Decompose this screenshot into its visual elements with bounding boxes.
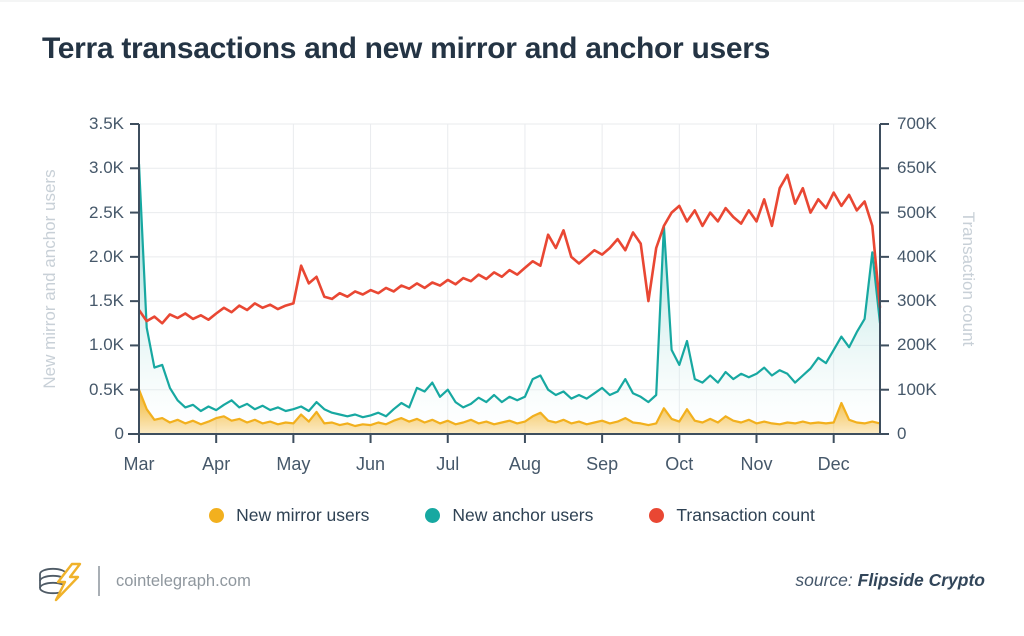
- right-axis-tick-label: 500K: [897, 202, 937, 222]
- line-0: [137, 163, 882, 419]
- x-axis-month-label: Sep: [586, 454, 619, 474]
- legend-dot-icon: [649, 508, 665, 523]
- left-axis-tick-label: 2.5K: [89, 202, 124, 222]
- left-axis-tick-label: 1.5K: [89, 291, 124, 311]
- x-axis-month-label: Nov: [740, 454, 773, 474]
- legend-item: New mirror users: [209, 505, 369, 526]
- source-prefix: source:: [795, 570, 853, 590]
- line-2: [137, 173, 882, 325]
- right-axis-tick-label: 0: [897, 424, 907, 443]
- right-axis-tick-label: 650K: [897, 158, 937, 178]
- x-axis-month-label: Apr: [202, 454, 231, 474]
- line-1: [137, 389, 881, 428]
- left-axis-tick-label: 0.5K: [89, 379, 124, 399]
- source-name: Flipside Crypto: [857, 570, 985, 590]
- area-0: [139, 163, 880, 434]
- cointelegraph-logo-icon: [36, 562, 88, 607]
- right-axis-tick-label: 200K: [897, 335, 937, 355]
- legend-item-label: New mirror users: [236, 505, 370, 525]
- legend-item: New anchor users: [425, 505, 593, 526]
- x-axis-month-label: Jul: [436, 454, 460, 474]
- x-axis-month-label: Dec: [817, 454, 850, 474]
- left-axis-tick-label: 1.0K: [89, 335, 124, 355]
- left-axis-tick-label: 3.0K: [89, 158, 124, 178]
- right-axis-tick-label: 400K: [897, 246, 937, 266]
- site-label: cointelegraph.com: [116, 572, 251, 590]
- right-axis-tick-label: 100K: [897, 379, 937, 399]
- footer-divider: [98, 566, 100, 596]
- right-axis-tick-label: 300K: [897, 291, 937, 311]
- x-axis-month-label: May: [276, 454, 311, 474]
- right-axis-tick-label: 700K: [897, 114, 937, 133]
- left-axis-tick-label: 3.5K: [89, 114, 124, 133]
- chart-title: Terra transactions and new mirror and an…: [42, 32, 770, 65]
- x-axis-month-label: Oct: [665, 454, 694, 474]
- x-axis-month-label: Mar: [123, 454, 155, 474]
- x-axis-month-label: Jun: [356, 454, 386, 474]
- left-axis-tick-label: 0: [114, 424, 124, 443]
- legend: New mirror users New anchor users Transact…: [0, 505, 1024, 526]
- left-axis-tick-label: 2.0K: [89, 246, 124, 266]
- x-axis-month-label: Aug: [508, 454, 541, 474]
- area-1: [139, 389, 880, 434]
- legend-dot-icon: [209, 508, 225, 523]
- legend-item: Transaction count: [649, 505, 815, 526]
- legend-item-label: New anchor users: [452, 505, 594, 525]
- legend-dot-icon: [425, 508, 441, 523]
- legend-item-label: Transaction count: [676, 505, 815, 525]
- source-label: source: Flipside Crypto: [795, 570, 985, 591]
